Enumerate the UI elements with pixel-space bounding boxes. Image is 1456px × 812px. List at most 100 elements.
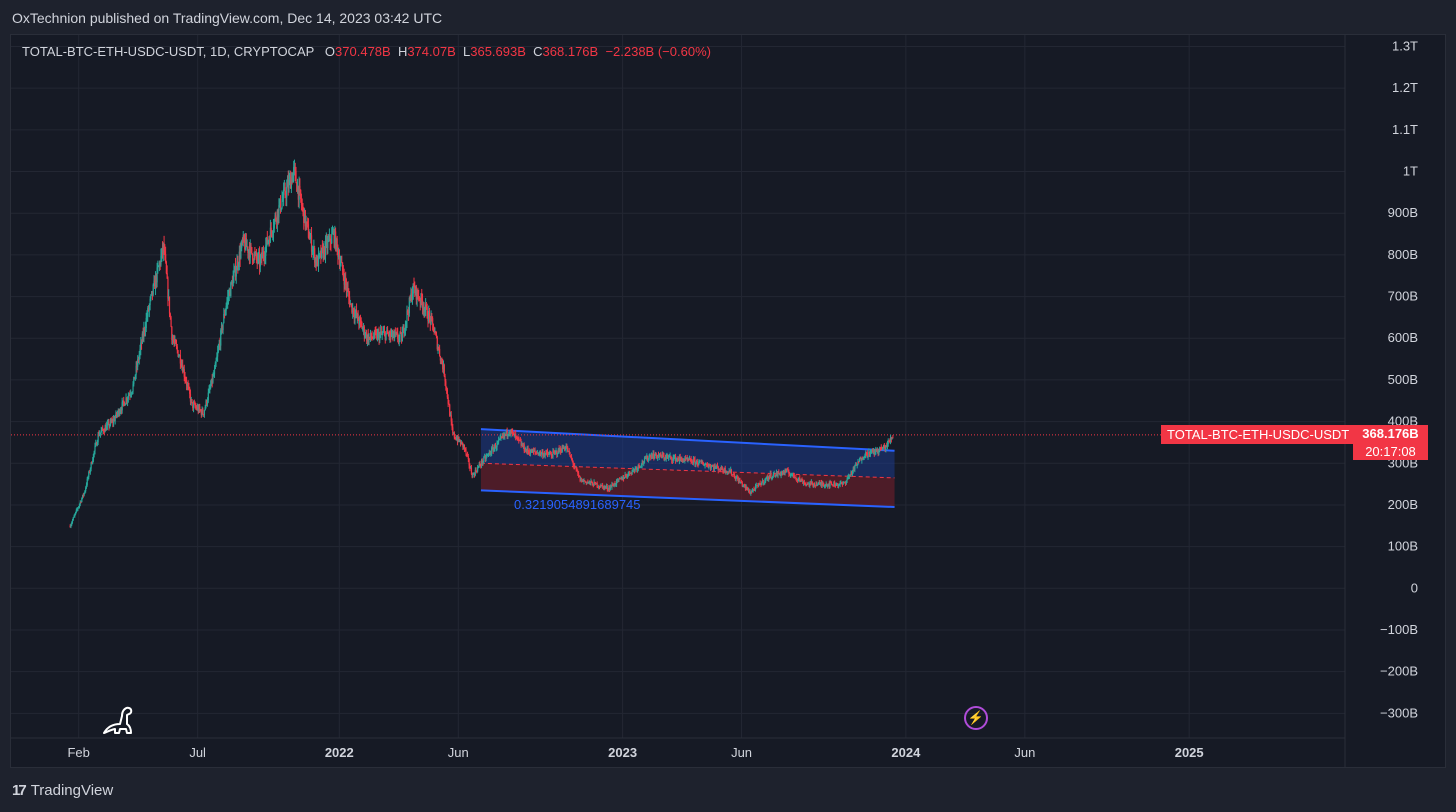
candle-body [872, 449, 874, 452]
candle-body [820, 482, 822, 484]
candle-body [800, 479, 802, 482]
candle-body [848, 476, 850, 478]
candle-body [364, 335, 366, 337]
candle-body [442, 363, 444, 370]
candle-body [186, 384, 188, 386]
candle-body [445, 386, 448, 390]
candle-body [101, 428, 103, 431]
candle-body [841, 482, 843, 484]
candle-body [749, 493, 751, 495]
dinosaur-icon[interactable] [100, 702, 136, 736]
candle-body [785, 469, 788, 473]
candle-body [71, 520, 74, 523]
candle-body [118, 410, 120, 415]
candle-body [414, 287, 416, 294]
candle-body [306, 221, 308, 223]
candle-body [233, 271, 235, 277]
candle-body [286, 181, 289, 187]
candle-body [643, 462, 645, 464]
candle-body [615, 480, 618, 485]
candle-body [544, 453, 546, 456]
candle-body [859, 458, 861, 460]
candle-body [877, 450, 879, 453]
candle-body [789, 474, 791, 476]
candle-body [411, 293, 413, 301]
candle-body [183, 369, 185, 377]
y-tick-label: 0 [1411, 580, 1418, 595]
candle-body [401, 332, 403, 342]
candle-body [815, 483, 817, 487]
candle-body [407, 312, 410, 314]
candle-body [564, 449, 566, 451]
candle-body [771, 477, 773, 479]
candle-body [289, 176, 292, 189]
candle-body [716, 465, 718, 467]
candle-body [851, 470, 854, 475]
legend-low-label: L [463, 44, 471, 59]
candle-body [337, 246, 339, 258]
candle-body [130, 393, 133, 395]
candle-body [251, 253, 254, 261]
chart-frame[interactable] [10, 34, 1446, 768]
candle-body [308, 237, 310, 240]
candle-body [241, 241, 244, 243]
candle-body [480, 465, 482, 467]
candle-body [591, 480, 593, 483]
candle-body [640, 466, 642, 468]
candle-body [503, 434, 505, 437]
candle-body [570, 456, 572, 458]
candle-body [435, 332, 437, 335]
legend-symbol: TOTAL-BTC-ETH-USDC-USDT, 1D, CRYPTOCAP [22, 44, 315, 59]
candle-body [747, 489, 750, 491]
candle-body [516, 436, 518, 438]
candle-body [874, 452, 876, 454]
candle-body [527, 448, 529, 452]
candle-body [866, 452, 868, 457]
candle-body [715, 466, 717, 468]
candle-body [770, 473, 772, 478]
candle-body [606, 486, 608, 490]
candle-body [501, 436, 503, 438]
candle-body [488, 452, 490, 454]
candle-body [827, 484, 829, 487]
candle-body [352, 308, 355, 315]
candle-body [648, 456, 650, 459]
tradingview-brand[interactable]: 17 TradingView [12, 782, 113, 799]
candle-body [861, 458, 863, 461]
candle-body [234, 266, 237, 277]
candle-body [171, 326, 173, 341]
candle-body [810, 481, 812, 484]
candle-body [660, 453, 662, 456]
candle-body [87, 477, 89, 479]
candle-body [653, 453, 655, 459]
candle-body [785, 470, 787, 473]
candle-body [754, 485, 757, 491]
candle-body [405, 321, 407, 324]
candle-body [685, 457, 687, 460]
candle-body [331, 233, 334, 235]
candle-body [182, 369, 185, 373]
candle-body [687, 459, 689, 461]
candle-body [94, 446, 96, 452]
candle-body [699, 460, 701, 462]
candle-body [322, 247, 324, 258]
candle-body [448, 403, 450, 405]
candle-body [772, 473, 774, 477]
lightning-icon[interactable]: ⚡ [964, 706, 988, 730]
candle-body [499, 437, 501, 439]
candle-body [377, 332, 379, 334]
candle-body [584, 481, 587, 483]
candle-body [747, 489, 749, 491]
candle-body [366, 332, 368, 341]
candle-body [425, 304, 428, 307]
candle-body [654, 452, 656, 456]
candle-body [154, 280, 156, 289]
candle-body [730, 469, 732, 473]
candle-body [692, 462, 694, 464]
candle-body [844, 482, 846, 484]
candle-body [781, 471, 783, 474]
candle-body [536, 452, 538, 454]
candle-body [194, 403, 196, 407]
candle-body [151, 291, 154, 295]
